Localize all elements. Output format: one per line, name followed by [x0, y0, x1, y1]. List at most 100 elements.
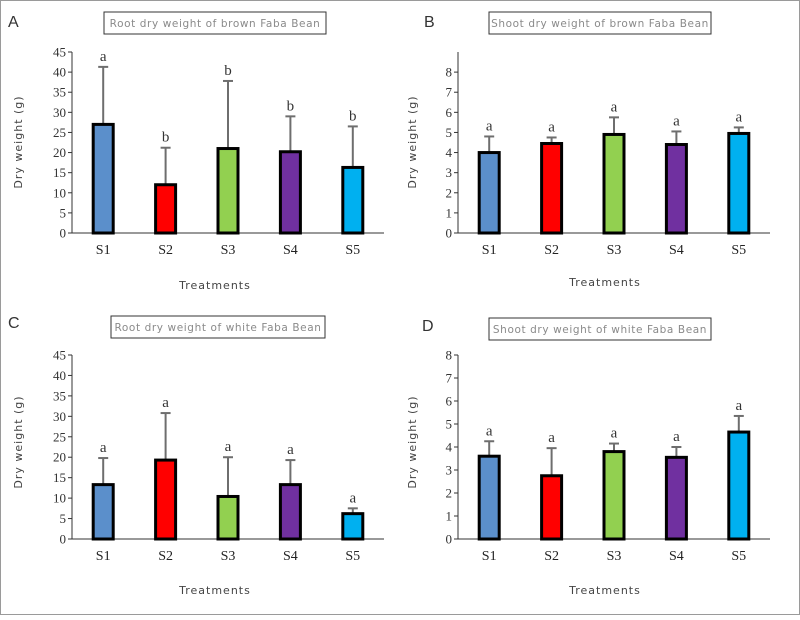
significance-label: a	[735, 398, 742, 414]
significance-label: a	[225, 439, 232, 455]
y-tick-label: 0	[60, 226, 67, 241]
significance-label: a	[100, 49, 107, 65]
x-tick-label: S1	[96, 243, 111, 258]
significance-label: a	[548, 119, 555, 135]
x-tick-label: S2	[544, 549, 559, 564]
panel-letter: D	[422, 318, 434, 335]
x-axis-label: Treatments	[178, 584, 251, 597]
y-tick-label: 35	[53, 388, 66, 403]
y-tick-label: 40	[53, 368, 66, 383]
chart-panel-c: C Root dry weight of white Faba Bean 0 5 10 1…	[8, 315, 384, 597]
bar-s5	[727, 131, 751, 235]
y-axis-label: Dry weight (g)	[406, 95, 419, 188]
bar-s3	[216, 494, 240, 541]
x-tick-label: S5	[731, 243, 746, 258]
bar-s4	[278, 483, 302, 541]
chart-title-box	[103, 11, 327, 35]
significance-label: a	[287, 442, 294, 458]
x-tick-label: S4	[283, 549, 298, 564]
panel-letter: A	[8, 14, 19, 31]
bar-s2	[154, 458, 178, 541]
y-tick-label: 25	[53, 125, 66, 140]
bar-s5	[341, 512, 365, 541]
y-tick-label: 4	[446, 145, 453, 160]
significance-label: a	[673, 429, 680, 445]
significance-label: a	[486, 423, 493, 439]
bar-s5	[727, 430, 751, 541]
bar-s2	[540, 142, 564, 235]
y-tick-label: 2	[446, 486, 453, 501]
bar-s4	[278, 150, 302, 235]
y-tick-label: 0	[446, 532, 453, 547]
bar-s1	[91, 122, 115, 235]
y-tick-label: 3	[446, 463, 453, 478]
y-tick-label: 8	[446, 348, 453, 363]
y-axis-label: Dry weight (g)	[12, 395, 25, 488]
bar-s5	[341, 165, 365, 235]
bar-s4	[664, 455, 688, 541]
x-tick-label: S4	[669, 243, 684, 258]
chart-panel-b: B Shoot dry weight of brown Faba Bean 0 1 2 3…	[406, 11, 770, 289]
y-tick-label: 4	[446, 440, 453, 455]
y-tick-label: 0	[446, 226, 453, 241]
bar-s1	[91, 483, 115, 541]
x-tick-label: S2	[544, 243, 559, 258]
y-tick-label: 7	[446, 371, 453, 386]
x-tick-label: S2	[158, 549, 173, 564]
y-tick-label: 10	[53, 185, 66, 200]
y-tick-label: 5	[60, 511, 67, 526]
y-tick-label: 5	[60, 205, 67, 220]
y-tick-label: 45	[53, 45, 66, 60]
significance-label: a	[100, 440, 107, 456]
y-tick-label: 25	[53, 429, 66, 444]
y-tick-label: 6	[446, 394, 453, 409]
y-tick-label: 5	[446, 125, 453, 140]
significance-label: a	[673, 113, 680, 129]
chart-panel-d: D Shoot dry weight of white Faba Bean 0 1 2 3…	[406, 317, 770, 597]
x-tick-label: S1	[482, 243, 497, 258]
significance-label: a	[548, 430, 555, 446]
y-tick-label: 15	[53, 165, 66, 180]
x-tick-label: S4	[283, 243, 298, 258]
bar-s2	[154, 183, 178, 235]
chart-title: Root dry weight of white Faba Bean	[114, 322, 321, 334]
x-tick-label: S3	[607, 549, 622, 564]
panel-letter: C	[8, 315, 20, 332]
y-tick-label: 30	[53, 105, 66, 120]
y-tick-label: 1	[446, 205, 453, 220]
y-tick-label: 40	[53, 65, 66, 80]
x-axis-label: Treatments	[568, 584, 641, 597]
significance-label: b	[224, 63, 232, 79]
bar-s4	[664, 143, 688, 235]
bar-s3	[602, 132, 626, 235]
significance-label: b	[349, 108, 357, 124]
y-tick-label: 35	[53, 85, 66, 100]
significance-label: a	[735, 109, 742, 125]
x-tick-label: S5	[345, 243, 360, 258]
chart-title-box	[488, 11, 712, 35]
bar-s1	[477, 454, 501, 541]
y-tick-label: 15	[53, 470, 66, 485]
y-tick-label: 3	[446, 165, 453, 180]
y-tick-label: 30	[53, 409, 66, 424]
panel-letter: B	[424, 14, 435, 31]
y-tick-label: 20	[53, 145, 66, 160]
chart-title: Root dry weight of brown Faba Bean	[110, 18, 321, 30]
y-tick-label: 6	[446, 105, 453, 120]
y-tick-label: 2	[446, 185, 453, 200]
chart-title-box	[488, 317, 712, 341]
x-tick-label: S1	[96, 549, 111, 564]
chart-title-box	[110, 315, 326, 339]
chart-title: Shoot dry weight of white Faba Bean	[493, 324, 707, 336]
y-tick-label: 5	[446, 417, 453, 432]
x-tick-label: S3	[221, 243, 236, 258]
chart-panel-a: A Root dry weight of brown Faba Bean 0 5 10 1…	[8, 11, 384, 292]
significance-label: a	[486, 118, 493, 134]
significance-label: a	[349, 490, 356, 506]
bar-s3	[602, 450, 626, 541]
x-tick-label: S4	[669, 549, 684, 564]
chart-title: Shoot dry weight of brown Faba Bean	[491, 18, 709, 30]
bar-s3	[216, 147, 240, 235]
